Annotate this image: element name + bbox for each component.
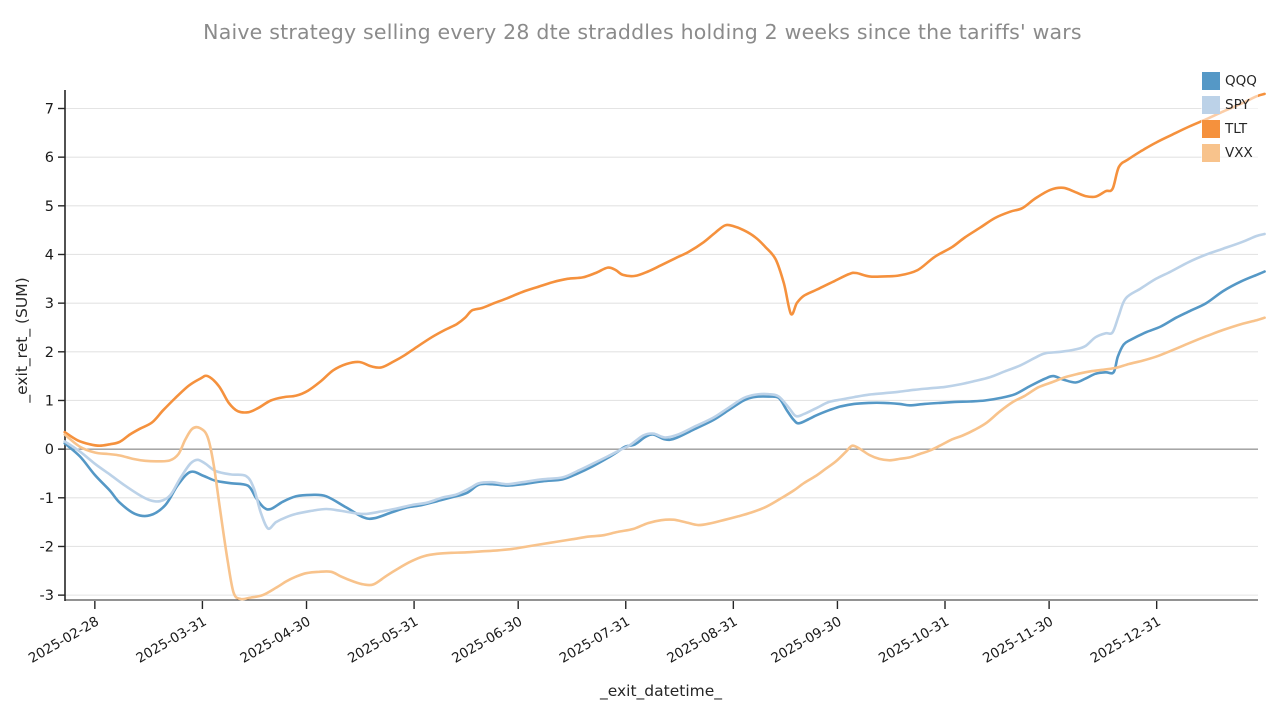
legend-label-QQQ: QQQ: [1225, 73, 1257, 89]
legend-swatch-SPY: [1202, 96, 1220, 114]
legend-item-QQQ: QQQ: [1202, 72, 1257, 90]
legend-label-VXX: VXX: [1225, 145, 1253, 161]
y-tick-label: 7: [45, 101, 54, 117]
x-tick-label: 2025-10-31: [876, 614, 952, 667]
legend-item-VXX: VXX: [1202, 144, 1257, 162]
legend-swatch-QQQ: [1202, 72, 1220, 90]
legend-swatch-TLT: [1202, 120, 1220, 138]
y-tick-label: 3: [45, 296, 54, 312]
legend-label-SPY: SPY: [1225, 97, 1250, 113]
series-line-VXX: [63, 316, 1266, 601]
y-tick-label: 0: [45, 442, 54, 458]
x-tick-label: 2025-07-31: [557, 614, 633, 667]
y-tick-label: -3: [40, 588, 54, 604]
x-tick-label: 2025-05-31: [345, 614, 421, 667]
chart-title: Naive strategy selling every 28 dte stra…: [203, 20, 1082, 44]
x-tick-label: 2025-06-30: [449, 614, 525, 667]
y-tick-label: 2: [45, 345, 54, 361]
legend: QQQ SPY TLT VXX: [1201, 71, 1258, 163]
y-tick-label: 1: [45, 393, 54, 409]
y-tick-label: -2: [40, 539, 54, 555]
x-tick-label: 2025-11-30: [980, 614, 1056, 667]
x-tick-label: 2025-12-31: [1088, 614, 1164, 667]
y-tick-label: 6: [45, 150, 54, 166]
x-tick-label: 2025-08-31: [664, 614, 740, 667]
y-tick-label: -1: [40, 491, 54, 507]
x-axis-label: _exit_datetime_: [599, 682, 723, 700]
legend-label-TLT: TLT: [1225, 121, 1248, 137]
x-tick-label: 2025-09-30: [768, 614, 844, 667]
x-tick-label: 2025-03-31: [133, 614, 209, 667]
x-tick-label: 2025-02-28: [26, 614, 102, 667]
legend-swatch-VXX: [1202, 144, 1220, 162]
legend-item-TLT: TLT: [1202, 120, 1257, 138]
y-tick-label: 5: [45, 199, 54, 215]
series-line-QQQ: [63, 270, 1266, 521]
legend-item-SPY: SPY: [1202, 96, 1257, 114]
series-line-TLT: [63, 92, 1266, 447]
y-tick-label: 4: [45, 247, 54, 263]
series-line-SPY: [63, 232, 1266, 531]
x-tick-label: 2025-04-30: [238, 614, 314, 667]
